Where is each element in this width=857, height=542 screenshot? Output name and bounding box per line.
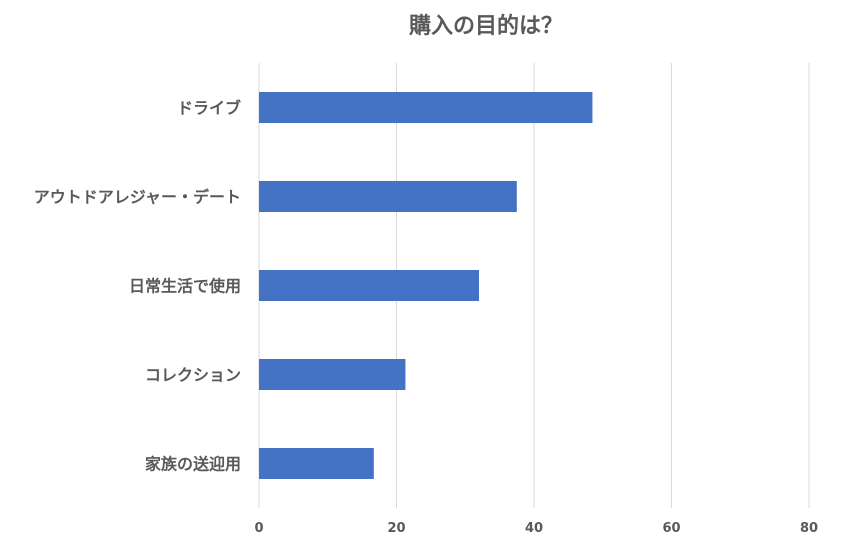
category-label-1: アウトドアレジャー・デート [34,188,241,207]
bar-2 [259,270,479,301]
x-tick-label-1: 20 [387,521,405,536]
bar-3 [259,359,406,390]
category-label-0: ドライブ [177,99,241,118]
x-tick-label-4: 80 [800,521,818,536]
bar-1 [259,181,517,212]
bars [259,92,593,479]
x-tick-label-2: 40 [525,521,543,536]
category-label-4: 家族の送迎用 [145,455,241,474]
x-tick-label-3: 60 [662,521,680,536]
grid [258,63,810,508]
bar-0 [259,92,593,123]
x-axis-ticks: 0 20 40 60 80 [254,521,818,536]
x-tick-label-0: 0 [254,521,263,536]
category-label-2: 日常生活で使用 [129,277,241,296]
bar-4 [259,448,374,479]
category-label-3: コレクション [145,366,241,385]
chart-title: 購入の目的は？ [409,13,563,39]
